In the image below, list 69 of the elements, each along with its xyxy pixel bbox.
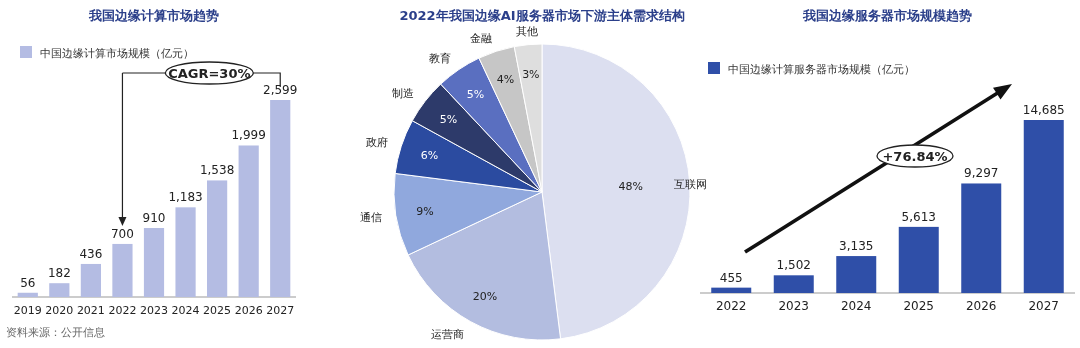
annotation: +76.84% [882,149,948,164]
x-tick-label: 2025 [903,299,935,313]
x-tick-label: 2027 [1028,299,1060,313]
data-label: 182 [47,266,71,281]
x-tick-label: 2025 [203,304,232,317]
data-label: 20% [472,289,498,303]
data-label: 1,538 [199,163,235,178]
x-tick-label: 2020 [45,304,74,317]
bar [711,287,752,293]
data-label: 1,502 [776,258,811,273]
data-label: 9,297 [964,166,999,181]
slice-label: 金融 [469,31,492,45]
slice-label: 其他 [515,24,538,38]
slice-label: 通信 [359,211,382,225]
bar [207,180,228,297]
data-label: 4% [496,73,515,87]
slice-label: 政府 [365,135,388,149]
data-label: 910 [142,211,166,226]
x-tick-label: 2026 [234,304,263,317]
bar [898,226,939,293]
data-label: 5% [439,113,458,127]
bar [49,283,70,297]
legend-label: 中国边缘计算市场规模（亿元） [40,47,194,60]
bar [80,263,101,297]
bar [17,292,38,297]
data-label: 700 [110,226,134,241]
slice-label: 运营商 [430,327,464,341]
data-label: 455 [719,270,743,285]
x-tick-label: 2022 [108,304,137,317]
chart-title: 我国边缘计算市场趋势 [88,8,219,23]
x-tick-label: 2019 [13,304,42,317]
legend-label: 中国边缘计算服务器市场规模（亿元） [728,63,915,76]
slice-label: 互联网 [674,178,707,191]
data-label: 48% [618,180,643,194]
data-label: 436 [79,246,103,261]
data-label: 1,999 [231,128,266,143]
x-tick-label: 2027 [266,304,295,317]
data-label: 5% [466,88,485,102]
data-label: 6% [420,149,439,163]
x-tick-label: 2021 [76,304,105,317]
text: 资料来源：公开信息 [6,326,105,339]
bar [175,207,196,297]
chart-title: 2022年我国边缘AI服务器市场下游主体需求结构 [399,8,685,23]
bar [773,275,814,293]
data-label: 2,599 [263,83,298,97]
data-label: 9% [416,204,434,218]
slice-label: 教育 [428,52,451,66]
x-tick-label: 2023 [778,299,810,313]
data-label: 1,183 [168,190,203,205]
x-tick-label: 2024 [840,299,872,313]
text: CAGR=30% [168,66,251,81]
slice-label: 制造 [391,86,414,100]
data-label: 3,135 [839,239,874,254]
bar [270,100,291,297]
x-tick-label: 2022 [715,299,747,313]
bar [143,228,165,297]
data-label: 14,685 [1022,103,1065,117]
x-tick-label: 2026 [965,299,997,313]
bar [1023,120,1064,293]
bar [836,256,877,293]
bar [112,243,133,297]
data-label: 56 [20,275,36,290]
bar [961,183,1002,293]
x-tick-label: 2024 [171,304,200,317]
data-label: 3% [522,68,540,82]
bar [238,145,259,297]
data-label: 5,613 [901,209,936,224]
chart-title: 我国边缘服务器市场规模趋势 [802,8,972,23]
x-tick-label: 2023 [140,304,168,317]
